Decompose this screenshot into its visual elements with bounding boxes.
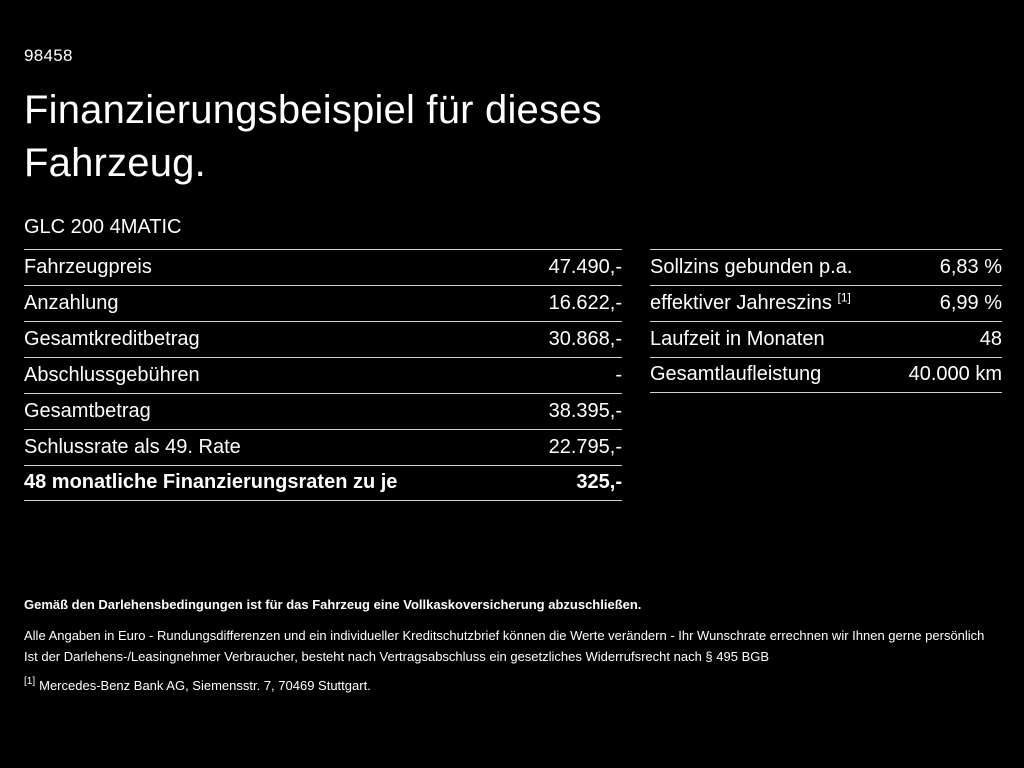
table-row: Gesamtbetrag 38.395,- bbox=[24, 392, 622, 429]
legal-footer: Gemäß den Darlehensbedingungen ist für d… bbox=[24, 596, 1002, 695]
table-row: effektiver Jahreszins [1] 6,99 % bbox=[650, 284, 1002, 321]
table-row: Sollzins gebunden p.a. 6,83 % bbox=[650, 248, 1002, 285]
row-value: 30.868,- bbox=[548, 327, 622, 350]
row-label: Gesamtbetrag bbox=[24, 399, 151, 422]
footnote-ref: [1] bbox=[837, 289, 851, 304]
row-label: Sollzins gebunden p.a. bbox=[650, 255, 853, 278]
row-value: 16.622,- bbox=[548, 291, 622, 314]
row-label: Laufzeit in Monaten bbox=[650, 327, 825, 350]
row-label: Fahrzeugpreis bbox=[24, 255, 152, 278]
table-row: Laufzeit in Monaten 48 bbox=[650, 320, 1002, 357]
disclaimer-line-2: Ist der Darlehens-/Leasingnehmer Verbrau… bbox=[24, 648, 770, 664]
vehicle-model: GLC 200 4MATIC bbox=[24, 215, 182, 238]
finance-tables: Fahrzeugpreis 47.490,- Anzahlung 16.622,… bbox=[24, 248, 1002, 501]
table-row: Schlussrate als 49. Rate 22.795,- bbox=[24, 428, 622, 465]
row-value: 325,- bbox=[576, 471, 622, 494]
table-row: Abschlussgebühren - bbox=[24, 356, 622, 393]
insurance-note: Gemäß den Darlehensbedingungen ist für d… bbox=[24, 597, 642, 612]
vehicle-id: 98458 bbox=[24, 46, 73, 65]
finance-table-right: Sollzins gebunden p.a. 6,83 % effektiver… bbox=[650, 248, 1002, 393]
row-label: Gesamtkreditbetrag bbox=[24, 327, 200, 350]
row-label: effektiver Jahreszins [1] bbox=[650, 289, 851, 314]
row-label: Anzahlung bbox=[24, 291, 119, 314]
row-value: 6,83 % bbox=[939, 255, 1002, 278]
row-value: - bbox=[615, 363, 622, 386]
row-value: 40.000 km bbox=[908, 363, 1002, 386]
footnote-text: Mercedes-Benz Bank AG, Siemensstr. 7, 70… bbox=[39, 677, 371, 693]
table-row: Gesamtlaufleistung 40.000 km bbox=[650, 356, 1002, 393]
finance-table-left: Fahrzeugpreis 47.490,- Anzahlung 16.622,… bbox=[24, 248, 622, 501]
footnote: [1] Mercedes-Benz Bank AG, Siemensstr. 7,… bbox=[24, 677, 1002, 696]
row-label: Abschlussgebühren bbox=[24, 363, 200, 386]
page-title: Finanzierungsbeispiel für dieses Fahrzeu… bbox=[24, 88, 602, 185]
total-row: 48 monatliche Finanzierungsraten zu je 3… bbox=[24, 464, 622, 501]
footnote-marker: [1] bbox=[24, 676, 36, 688]
row-label: Schlussrate als 49. Rate bbox=[24, 435, 241, 458]
row-value: 6,99 % bbox=[939, 291, 1002, 314]
table-row: Anzahlung 16.622,- bbox=[24, 284, 622, 321]
table-row: Fahrzeugpreis 47.490,- bbox=[24, 248, 622, 285]
row-value: 38.395,- bbox=[548, 399, 622, 422]
table-row: Gesamtkreditbetrag 30.868,- bbox=[24, 320, 622, 357]
row-label: 48 monatliche Finanzierungsraten zu je bbox=[24, 471, 398, 494]
row-label: Gesamtlaufleistung bbox=[650, 363, 822, 386]
row-value: 47.490,- bbox=[548, 255, 622, 278]
disclaimer-line-1: Alle Angaben in Euro - Rundungsdifferenz… bbox=[24, 627, 985, 643]
row-value: 22.795,- bbox=[548, 435, 622, 458]
row-value: 48 bbox=[979, 327, 1002, 350]
